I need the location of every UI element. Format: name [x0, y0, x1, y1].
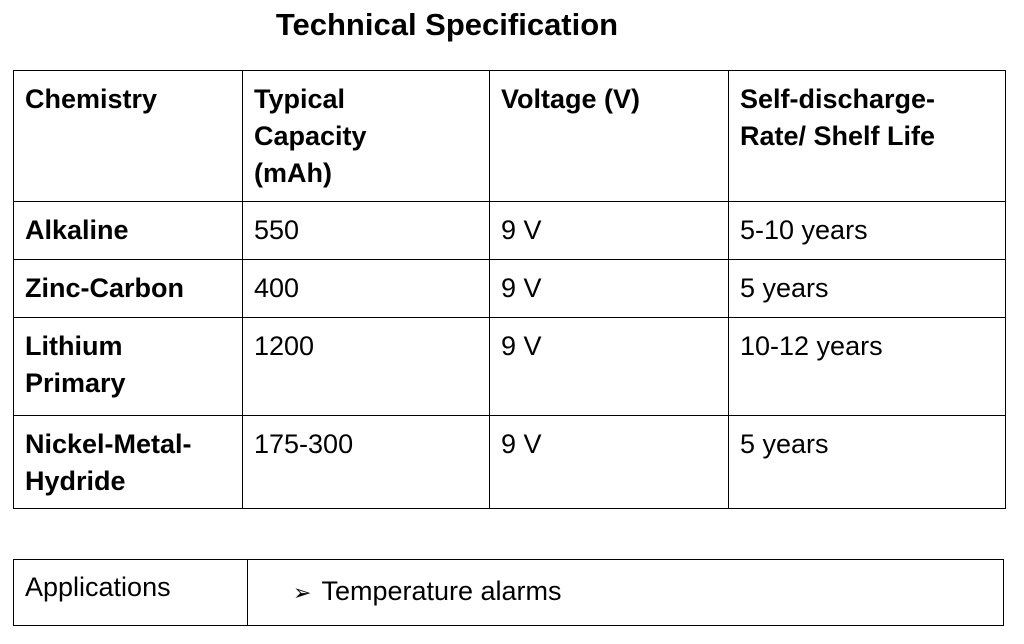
table-cell: 9 V — [489, 201, 729, 260]
table-cell: 5 years — [728, 415, 1006, 509]
table-row: Lithium Primary 1200 9 V 10-12 years — [13, 317, 1006, 416]
applications-table: Applications ➢ Temperature alarms — [13, 559, 1004, 626]
spec-table: Chemistry Typical Capacity (mAh) Voltage (… — [13, 70, 1006, 509]
header-cell: Chemistry — [13, 70, 243, 202]
header-row: Chemistry Typical Capacity (mAh) Voltage (… — [13, 70, 1006, 202]
applications-label: Applications — [13, 559, 248, 626]
table-cell: 5 years — [728, 259, 1006, 318]
header-cell: Self-discharge- Rate/ Shelf Life — [728, 70, 1006, 202]
table-cell: 5-10 years — [728, 201, 1006, 260]
table-cell: 9 V — [489, 317, 729, 416]
table-cell: 550 — [242, 201, 490, 260]
title: Technical Specification — [275, 7, 619, 42]
table-header: Chemistry Typical Capacity (mAh) Voltage (… — [13, 70, 1006, 202]
table-body: Alkaline 550 9 V 5-10 years Zinc-Carbon 400 9 … — [13, 201, 1006, 509]
table-row: Alkaline 550 9 V 5-10 years — [13, 201, 1006, 260]
table-cell: 9 V — [489, 259, 729, 318]
table-cell: 1200 — [242, 317, 490, 416]
table-cell: Nickel-Metal- Hydride — [13, 415, 243, 509]
table-cell: 400 — [242, 259, 490, 318]
applications-item: Temperature alarms — [321, 576, 562, 606]
bullet: ➢ — [293, 581, 312, 606]
table-cell: 9 V — [489, 415, 729, 509]
table-cell: 175-300 — [242, 415, 490, 509]
table-cell: Alkaline — [13, 201, 243, 260]
applications-item-cell: ➢ Temperature alarms — [247, 559, 1004, 626]
table-cell: Zinc-Carbon — [13, 259, 243, 318]
table-cell: 10-12 years — [728, 317, 1006, 416]
header-cell: Typical Capacity (mAh) — [242, 70, 490, 202]
table-cell: Lithium Primary — [13, 317, 243, 416]
applications-row: Applications ➢ Temperature alarms — [13, 559, 1004, 626]
header-cell: Voltage (V) — [489, 70, 729, 202]
